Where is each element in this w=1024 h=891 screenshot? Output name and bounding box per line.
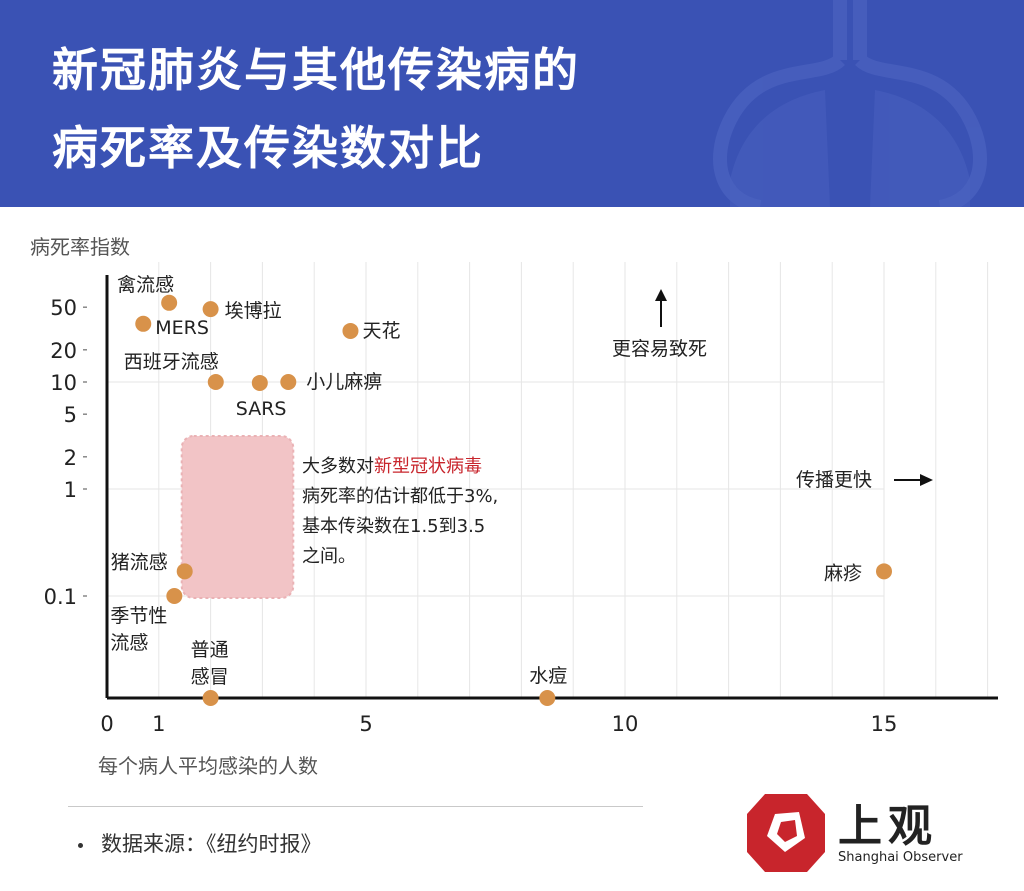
- bullet-icon: [78, 842, 83, 848]
- data-point: [135, 315, 152, 332]
- data-point-label: 水痘: [529, 665, 567, 687]
- right-arrow-icon: [920, 474, 933, 486]
- lung-icon: [713, 0, 987, 207]
- x-tick-label: 1: [152, 712, 165, 736]
- data-point-label: SARS: [236, 398, 287, 420]
- x-tick-label: 0: [100, 712, 113, 736]
- footer-divider: [68, 806, 643, 807]
- data-point: [251, 374, 268, 391]
- data-point-label: 天花: [362, 320, 400, 342]
- y-tick-label: 1: [64, 478, 77, 502]
- data-source: 数据来源：《纽约时报》: [78, 828, 322, 858]
- covid-region-box: [180, 434, 295, 599]
- x-axis-title: 每个病人平均感染的人数: [98, 754, 318, 778]
- page-title-line-1: 新冠肺炎与其他传染病的: [52, 43, 580, 97]
- y-tick-label: 10: [50, 371, 77, 395]
- data-point: [876, 563, 892, 580]
- y-tick-label: 5: [64, 403, 77, 427]
- y-tick-label: 2: [64, 446, 77, 470]
- data-point: [342, 322, 359, 339]
- data-point-label: MERS: [155, 317, 209, 339]
- data-point-label: 猪流感: [111, 551, 168, 573]
- data-point-label: 小儿麻痹: [306, 371, 382, 393]
- data-point-label: 禽流感: [117, 274, 174, 296]
- data-point: [176, 563, 193, 580]
- covid-note: 大多数对新型冠状病毒病死率的估计都低于3%,基本传染数在1.5到3.5 之间。: [302, 456, 498, 567]
- data-point-label: 普通感冒: [191, 639, 229, 688]
- x-tick-label: 10: [612, 712, 639, 736]
- page-title-line-2: 病死率及传染数对比: [52, 121, 484, 175]
- data-point: [202, 690, 219, 706]
- y-tick-label: 50: [50, 296, 77, 320]
- data-point: [207, 374, 224, 390]
- data-point-label: 季节性流感: [110, 605, 167, 654]
- data-point-label: 埃博拉: [225, 300, 282, 322]
- data-point-label: 西班牙流感: [124, 351, 219, 373]
- data-point-label: 麻疹: [824, 562, 862, 584]
- data-point: [539, 690, 556, 706]
- y-tick-label: 0.1: [44, 585, 77, 609]
- logo-subtitle: Shanghai Observer: [838, 850, 963, 865]
- x-tick-label: 15: [871, 712, 898, 736]
- up-arrow-icon: [655, 289, 667, 301]
- data-point: [202, 301, 219, 318]
- y-tick-label: 20: [50, 339, 77, 363]
- logo-text: 上观: [838, 801, 938, 852]
- data-point: [166, 588, 183, 604]
- faster-annotation: 传播更快: [796, 469, 872, 491]
- header-banner: 新冠肺炎与其他传染病的 病死率及传染数对比: [0, 0, 1024, 207]
- data-source-text: 数据来源：《纽约时报》: [101, 832, 322, 856]
- shanghai-observer-logo-icon: [747, 794, 825, 872]
- x-tick-label: 5: [359, 712, 372, 736]
- y-axis-title: 病死率指数: [30, 235, 130, 259]
- deadlier-annotation: 更容易致死: [612, 338, 707, 360]
- data-point: [280, 374, 297, 390]
- data-point: [161, 294, 178, 311]
